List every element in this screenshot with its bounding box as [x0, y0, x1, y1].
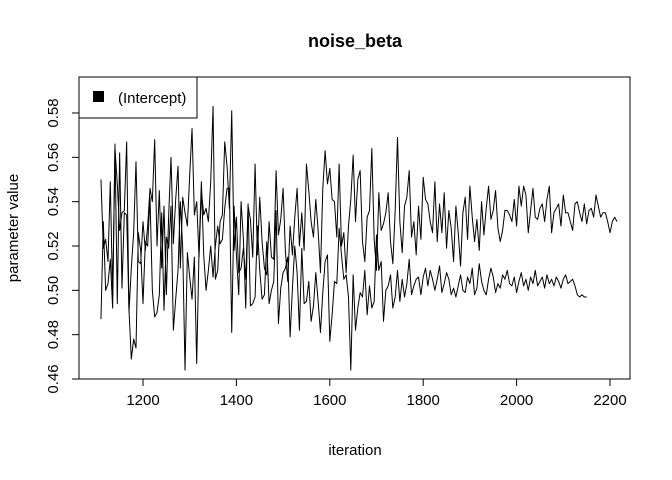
y-axis: 0.46 0.48 0.50 0.52 0.54 0.56 0.58 [45, 98, 80, 394]
y-tick-label-0.58: 0.58 [45, 98, 62, 127]
y-tick-label-0.52: 0.52 [45, 231, 62, 260]
legend-swatch-intercept [93, 91, 104, 102]
legend-label-intercept: (Intercept) [118, 90, 186, 107]
x-tick-label-2000: 2000 [500, 392, 533, 409]
x-tick-label-1400: 1400 [220, 392, 253, 409]
series-layer [100, 105, 618, 371]
legend: (Intercept) [78, 76, 198, 119]
x-tick-label-1200: 1200 [126, 392, 159, 409]
x-axis-label: iteration [328, 442, 381, 459]
series-line-1 [100, 105, 618, 313]
chart-title: noise_beta [308, 31, 403, 51]
y-axis-label: parameter value [5, 174, 22, 282]
y-tick-label-0.46: 0.46 [45, 364, 62, 393]
series-line-2 [100, 143, 587, 371]
y-tick-label-0.50: 0.50 [45, 276, 62, 305]
y-tick-label-0.56: 0.56 [45, 143, 62, 172]
x-axis: 1200 1400 1600 1800 2000 2200 [126, 378, 627, 409]
y-tick-label-0.48: 0.48 [45, 320, 62, 349]
x-tick-label-1600: 1600 [313, 392, 346, 409]
y-tick-label-0.54: 0.54 [45, 187, 62, 216]
x-tick-label-1800: 1800 [407, 392, 440, 409]
x-tick-label-2200: 2200 [593, 392, 626, 409]
